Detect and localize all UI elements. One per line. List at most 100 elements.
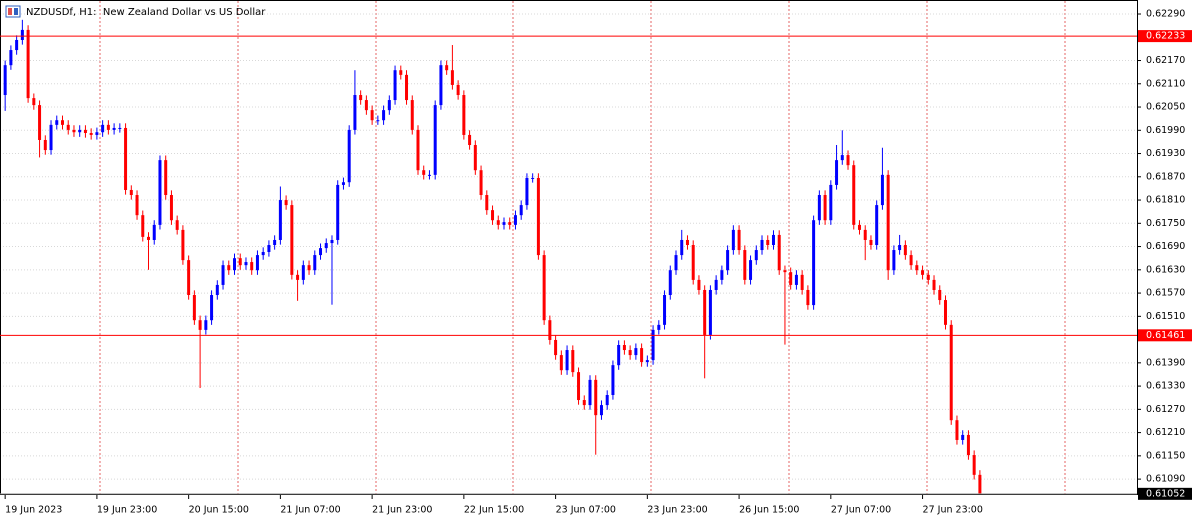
icon-bar [14, 8, 18, 15]
candle-body [599, 405, 603, 416]
candle-body [863, 229, 867, 240]
candle-body [147, 236, 151, 240]
candle-body [932, 279, 936, 290]
x-tick-label: 23 Jun 07:00 [556, 505, 616, 516]
candle-body [771, 234, 775, 246]
candle-body [301, 265, 305, 280]
candle-body [840, 155, 844, 161]
candle-body [697, 279, 701, 290]
candle-body [903, 245, 907, 256]
candle-body [972, 455, 976, 475]
candle-body [169, 195, 173, 221]
candle-body [777, 234, 781, 271]
bid-label: 0.61052 [1146, 488, 1185, 499]
y-tick-label: 0.61810 [1146, 195, 1185, 206]
candle-body [359, 95, 363, 101]
candle-body [124, 127, 128, 190]
candle-body [875, 205, 879, 246]
candle-body [588, 379, 592, 406]
candle-body [20, 29, 24, 40]
candle-body [594, 379, 598, 416]
candle-body [55, 120, 59, 125]
candle-body [273, 239, 277, 246]
candle-body [468, 134, 472, 146]
x-tick-label: 22 Jun 15:00 [464, 505, 524, 516]
candle-body [9, 50, 13, 66]
candle-body [399, 70, 403, 75]
candle-body [857, 224, 861, 230]
candle-body [456, 84, 460, 96]
candle-body [210, 295, 214, 321]
candle-body [645, 360, 649, 363]
candle-body [445, 65, 449, 71]
candle-body [307, 265, 311, 271]
candle-body [582, 400, 586, 406]
candle-body [319, 248, 323, 256]
candle-body [479, 170, 483, 196]
x-tick-label: 19 Jun 23:00 [97, 505, 157, 516]
candle-body [565, 350, 569, 371]
candle-body [135, 195, 139, 216]
candle-body [915, 265, 919, 271]
candle-body [158, 160, 162, 225]
candle-body [433, 105, 437, 175]
candle-body [542, 255, 546, 321]
candle-body [324, 243, 328, 249]
candle-body [60, 120, 64, 125]
candle-body [548, 320, 552, 340]
x-tick-label: 19 Jun 2023 [5, 505, 62, 516]
y-tick-label: 0.61330 [1146, 381, 1185, 392]
candle-body [491, 210, 495, 221]
candle-body [938, 289, 942, 301]
price-label-box [1138, 329, 1192, 342]
plot [0, 13, 1137, 495]
candle-body [255, 255, 259, 271]
candle-body [370, 110, 374, 121]
icon-frame [5, 5, 21, 18]
y-tick-label: 0.61390 [1146, 357, 1185, 368]
candle-body [829, 184, 833, 221]
candle-body [628, 350, 632, 356]
candle-body [347, 129, 351, 183]
x-tick-label: 21 Jun 07:00 [280, 505, 340, 516]
candle-body [823, 195, 827, 221]
candle-body [267, 245, 271, 252]
candle-body [846, 155, 850, 166]
y-tick-label: 0.61990 [1146, 125, 1185, 136]
candle-body [3, 65, 7, 96]
candle-body [714, 279, 718, 290]
candle-body [835, 160, 839, 185]
candle-body [250, 262, 254, 271]
candle-body [89, 133, 93, 135]
candle-body [731, 229, 735, 251]
candle-body [129, 189, 133, 196]
candle-body [508, 222, 512, 225]
candle-body [766, 239, 770, 246]
candle-body [754, 250, 758, 261]
candle-body [49, 124, 53, 151]
candle-body [233, 258, 237, 271]
candle-body [485, 195, 489, 211]
candle-body [926, 274, 930, 280]
candle-body [708, 289, 712, 335]
candle-body [152, 224, 156, 240]
y-tick-label: 0.62290 [1146, 9, 1185, 20]
candle-body [651, 329, 655, 361]
candle-body [668, 270, 672, 296]
candle-body [640, 348, 644, 363]
y-tick-label: 0.62050 [1146, 102, 1185, 113]
candle-body [175, 220, 179, 230]
candle-body [382, 110, 386, 121]
candle-body [101, 124, 105, 133]
x-tick-label: 26 Jun 15:00 [739, 505, 799, 516]
candle-body [341, 182, 345, 185]
y-tick-label: 0.61510 [1146, 311, 1185, 322]
candle-body [898, 245, 902, 251]
candle-body [611, 365, 615, 396]
candle-body [313, 255, 317, 271]
candle-body [181, 229, 185, 261]
price-label-box [1138, 30, 1192, 43]
candle-body [571, 350, 575, 373]
candle-body [812, 220, 816, 306]
candle-body [536, 177, 540, 256]
